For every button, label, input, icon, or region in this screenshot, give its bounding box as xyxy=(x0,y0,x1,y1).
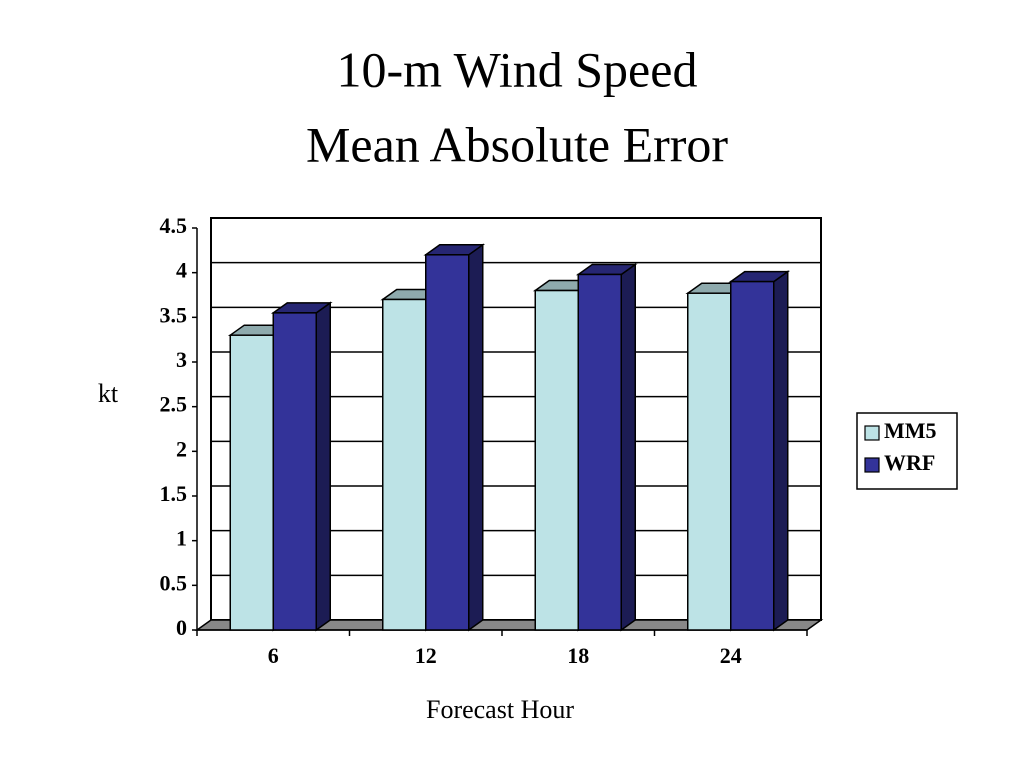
y-tick-label: 1 xyxy=(176,526,187,551)
y-tick-label: 2.5 xyxy=(160,392,188,417)
x-tick-label: 6 xyxy=(268,643,279,668)
legend-swatch xyxy=(864,457,880,473)
y-tick-label: 3.5 xyxy=(160,302,188,327)
bar-side xyxy=(620,262,636,632)
bar xyxy=(687,292,732,631)
y-tick-label: 0.5 xyxy=(160,570,188,595)
x-tick-label: 12 xyxy=(415,643,437,668)
bar-side xyxy=(315,301,331,632)
y-axis-label: kt xyxy=(98,379,119,408)
x-tick-label: 18 xyxy=(567,643,589,668)
x-axis-label: Forecast Hour xyxy=(426,695,574,724)
bar xyxy=(534,289,579,631)
bar xyxy=(229,334,274,631)
y-tick-label: 4.5 xyxy=(160,213,188,238)
bar-side xyxy=(773,270,789,632)
bar xyxy=(425,254,470,631)
bar xyxy=(272,312,317,631)
legend-swatch xyxy=(864,425,880,441)
bar xyxy=(577,273,622,631)
x-tick-label: 24 xyxy=(720,643,742,668)
chart-title: 10-m Wind Speed xyxy=(337,41,698,97)
chart-title: Mean Absolute Error xyxy=(306,116,728,172)
y-tick-label: 0 xyxy=(176,615,187,640)
bar xyxy=(382,298,427,631)
bar xyxy=(730,280,775,631)
y-tick-label: 3 xyxy=(176,347,187,372)
legend-label: MM5 xyxy=(884,418,937,443)
y-tick-label: 2 xyxy=(176,436,187,461)
legend-label: WRF xyxy=(884,450,935,475)
y-tick-label: 1.5 xyxy=(160,481,188,506)
bar-side xyxy=(468,243,484,632)
y-tick-label: 4 xyxy=(176,258,187,283)
